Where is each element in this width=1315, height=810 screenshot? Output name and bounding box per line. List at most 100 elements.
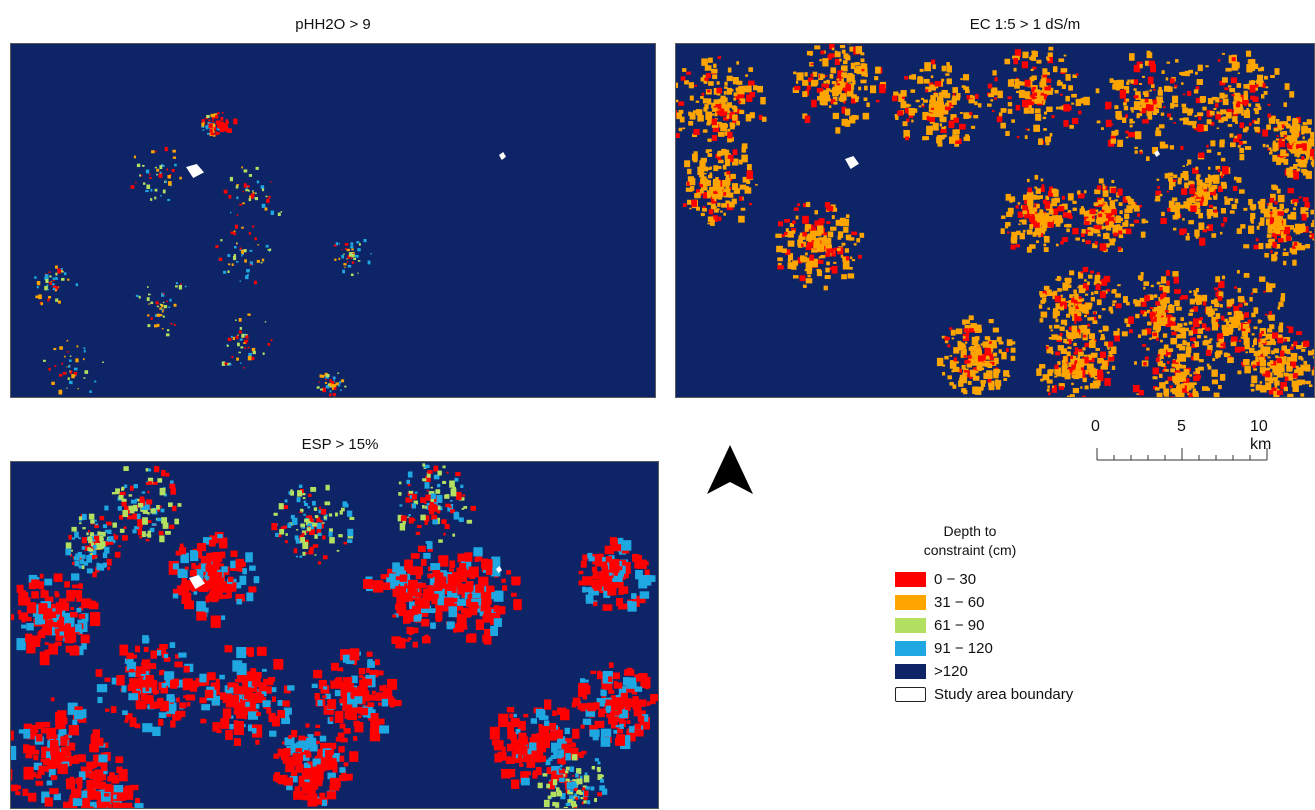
speckle	[1080, 304, 1087, 309]
speckle	[235, 558, 245, 567]
speckle	[1276, 370, 1282, 374]
speckle	[143, 680, 153, 692]
speckle	[951, 369, 954, 373]
speckle	[691, 153, 698, 161]
map-ph-svg	[34, 112, 506, 397]
speckle	[1251, 375, 1258, 384]
speckle	[209, 535, 219, 544]
speckle	[893, 91, 899, 96]
speckle	[1172, 388, 1178, 395]
speckle	[1158, 86, 1162, 92]
speckle	[200, 718, 207, 724]
speckle	[784, 231, 788, 236]
speckle	[1308, 351, 1312, 355]
speckle	[237, 694, 243, 700]
speckle	[1208, 187, 1214, 193]
speckle	[329, 716, 334, 722]
speckle	[54, 286, 59, 291]
speckle	[230, 335, 233, 338]
speckle	[1249, 84, 1256, 93]
speckle	[247, 185, 250, 188]
speckle	[1269, 378, 1274, 384]
speckle	[1280, 134, 1284, 138]
speckle	[1076, 349, 1081, 355]
speckle	[395, 566, 406, 578]
speckle	[413, 616, 418, 622]
speckle	[692, 110, 697, 114]
speckle	[224, 362, 228, 365]
speckle	[1045, 289, 1052, 296]
speckle	[1141, 329, 1148, 336]
speckle	[156, 648, 167, 655]
speckle	[1187, 110, 1193, 116]
speckle	[969, 94, 973, 99]
speckle	[369, 727, 381, 742]
speckle	[839, 58, 842, 62]
speckle	[1062, 283, 1066, 288]
speckle	[707, 216, 714, 222]
speckle	[1069, 394, 1075, 397]
speckle	[1176, 325, 1180, 329]
speckle	[1173, 277, 1179, 284]
speckle	[1243, 90, 1248, 96]
speckle	[439, 581, 449, 595]
speckle	[1237, 370, 1242, 375]
speckle	[49, 283, 52, 285]
speckle	[1139, 151, 1143, 155]
speckle	[1069, 355, 1073, 359]
speckle	[217, 534, 223, 539]
speckle	[152, 691, 158, 695]
speckle	[1022, 204, 1028, 212]
speckle	[1183, 117, 1189, 125]
speckle	[1283, 156, 1286, 159]
speckle	[1129, 124, 1133, 128]
speckle	[861, 68, 865, 72]
speckle	[992, 327, 999, 333]
speckle	[1103, 225, 1107, 229]
speckle	[1300, 159, 1307, 168]
speckle	[1136, 393, 1139, 395]
speckle	[430, 593, 439, 599]
speckle	[1253, 326, 1258, 330]
speckle	[1218, 280, 1225, 289]
speckle	[423, 552, 431, 559]
speckle	[159, 314, 163, 317]
speckle	[1236, 177, 1242, 183]
speckle	[1098, 314, 1102, 319]
speckle	[817, 96, 821, 101]
speckle	[1302, 122, 1307, 126]
speckle	[1094, 278, 1098, 281]
speckle	[239, 280, 242, 282]
speckle	[1221, 52, 1225, 55]
speckle	[162, 301, 165, 304]
speckle	[710, 203, 716, 210]
speckle	[1256, 225, 1260, 230]
speckle	[1215, 291, 1220, 297]
speckle	[163, 305, 168, 309]
speckle	[1252, 344, 1255, 348]
speckle	[1256, 74, 1264, 82]
speckle	[1278, 301, 1284, 307]
speckle	[1265, 218, 1272, 226]
speckle	[1105, 119, 1112, 128]
speckle	[244, 334, 248, 337]
speckle	[1180, 376, 1186, 382]
speckle	[268, 195, 271, 199]
speckle	[329, 390, 332, 393]
speckle	[1176, 334, 1181, 339]
speckle	[343, 253, 345, 255]
speckle	[1286, 208, 1290, 212]
speckle	[1129, 118, 1134, 124]
speckle	[928, 103, 936, 108]
speckle	[977, 386, 984, 391]
speckle	[255, 739, 260, 745]
speckle	[725, 178, 731, 186]
speckle	[169, 174, 172, 176]
speckle	[437, 596, 447, 606]
speckle	[728, 192, 734, 198]
speckle	[831, 207, 838, 212]
speckle	[1246, 64, 1253, 73]
speckle	[74, 648, 79, 653]
speckle	[1273, 222, 1280, 227]
speckle	[805, 201, 811, 208]
